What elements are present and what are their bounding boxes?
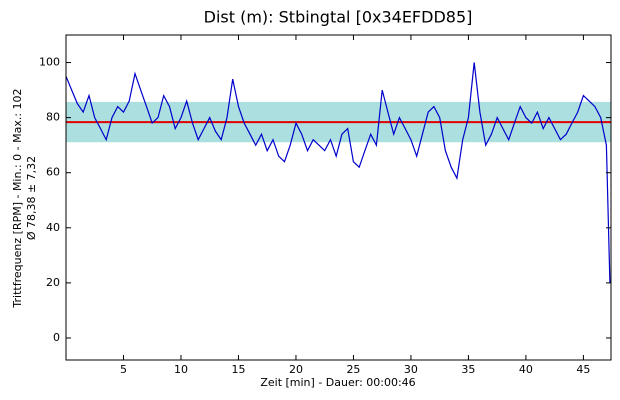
data-line xyxy=(65,62,611,283)
y-tick-label: 100 xyxy=(39,56,60,69)
x-tick-label: 10 xyxy=(174,363,188,376)
x-tick-label: 40 xyxy=(519,363,533,376)
x-tick-label: 15 xyxy=(231,363,245,376)
y-tick-label: 60 xyxy=(46,166,60,179)
x-tick-label: 5 xyxy=(120,363,127,376)
x-tick-label: 45 xyxy=(576,363,590,376)
y-tick-label: 0 xyxy=(53,331,60,344)
plot-frame xyxy=(65,34,612,361)
y-tick-label: 40 xyxy=(46,221,60,234)
x-tick-label: 30 xyxy=(404,363,418,376)
x-tick-label: 25 xyxy=(346,363,360,376)
chart-title: Dist (m): Stbingtal [0x34EFDD85] xyxy=(204,8,473,27)
x-tick-label: 35 xyxy=(461,363,475,376)
y-tick-label: 20 xyxy=(46,276,60,289)
x-axis-label: Zeit [min] - Dauer: 00:00:46 xyxy=(260,376,415,389)
y-axis-label: Trittfrequenz [RPM] - Min.: 0 - Max.: 10… xyxy=(11,88,24,308)
y-tick-label: 80 xyxy=(46,111,60,124)
x-tick-label: 20 xyxy=(289,363,303,376)
y-axis-label: Ø 78,38 ± 7,32 xyxy=(25,156,38,240)
